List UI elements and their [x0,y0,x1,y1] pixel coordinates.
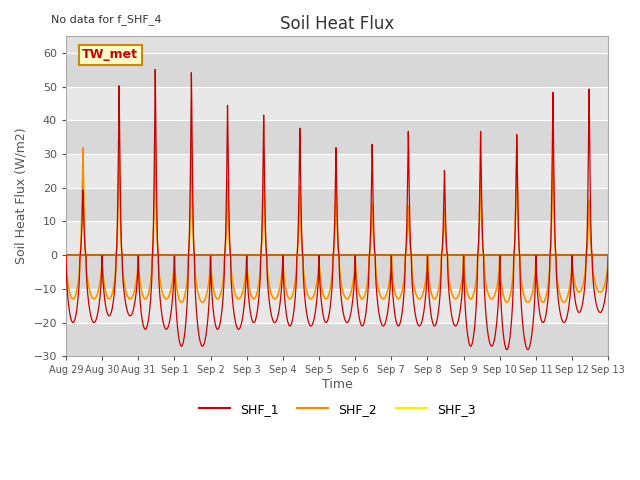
SHF_3 [557,294,564,300]
Bar [66,86,608,120]
SHF_2 [604,252,612,258]
SHF_1 [353,293,361,299]
SHF_3 [62,252,70,258]
X-axis label: Time: Time [322,378,353,391]
SHF_1 [557,312,564,318]
Line: SHF_2: SHF_2 [66,135,608,302]
Bar [66,255,608,289]
SHF_1 [604,252,612,258]
Bar [66,188,608,221]
SHF_3 [604,252,612,258]
SHF_2 [557,294,564,300]
SHF_2 [214,296,221,302]
SHF_1 [524,347,532,352]
SHF_2 [353,280,361,286]
Bar [66,221,608,255]
Bar [66,53,608,86]
Bar [66,154,608,188]
SHF_1 [365,276,372,282]
SHF_2 [495,269,503,275]
SHF_1 [495,293,502,299]
SHF_2 [152,132,159,138]
Bar [66,289,608,323]
Bar [66,120,608,154]
SHF_3 [353,280,361,286]
Bar [66,323,608,356]
Title: Soil Heat Flux: Soil Heat Flux [280,15,394,33]
SHF_1 [572,301,580,307]
SHF_3 [115,138,123,144]
SHF_1 [214,326,221,332]
SHF_3 [214,296,221,302]
SHF_1 [152,67,159,72]
Line: SHF_1: SHF_1 [66,70,608,349]
Line: SHF_3: SHF_3 [66,141,608,302]
SHF_2 [62,252,70,258]
Text: No data for f_SHF_4: No data for f_SHF_4 [51,14,162,25]
SHF_2 [572,284,580,289]
SHF_2 [198,300,206,305]
Text: TW_met: TW_met [83,48,138,61]
SHF_3 [365,263,372,269]
SHF_2 [365,263,372,269]
Y-axis label: Soil Heat Flux (W/m2): Soil Heat Flux (W/m2) [15,128,28,264]
SHF_1 [62,252,70,258]
SHF_3 [495,269,503,275]
Legend: SHF_1, SHF_2, SHF_3: SHF_1, SHF_2, SHF_3 [193,397,481,420]
SHF_3 [572,284,580,289]
SHF_3 [198,300,206,305]
